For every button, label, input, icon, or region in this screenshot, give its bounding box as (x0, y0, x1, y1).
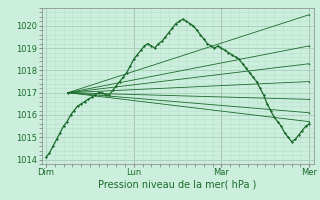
X-axis label: Pression niveau de la mer( hPa ): Pression niveau de la mer( hPa ) (99, 180, 257, 190)
